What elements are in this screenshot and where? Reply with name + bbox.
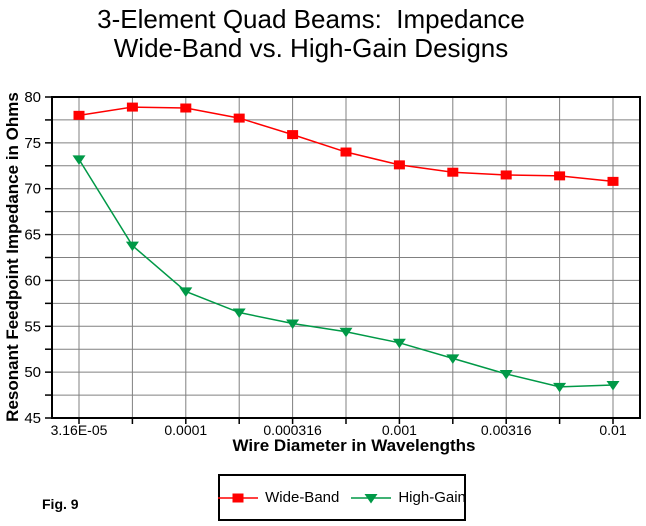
legend-item-high-gain: High-Gain	[351, 489, 466, 506]
chart-title: 3-Element Quad Beams: Impedance Wide-Ban…	[0, 5, 622, 63]
y-tick-label: 45	[24, 410, 41, 427]
square-marker-wide-band	[393, 160, 405, 170]
x-tick-label: 3.16E-05	[51, 422, 108, 438]
x-tick-label: 0.000316	[263, 422, 322, 438]
y-tick-label: 60	[24, 272, 41, 289]
y-tick-label: 55	[24, 318, 41, 335]
square-marker-wide-band	[180, 103, 192, 113]
y-tick-label: 65	[24, 227, 41, 244]
triangle-down-marker-high-gain	[232, 308, 246, 319]
square-marker-wide-band	[233, 113, 245, 123]
legend-label-high-gain: High-Gain	[398, 489, 466, 506]
square-marker-wide-band	[500, 170, 512, 180]
square-marker-wide-band	[447, 167, 459, 177]
square-marker-wide-band	[340, 147, 352, 157]
triangle-down-marker-high-gain	[179, 287, 193, 297]
square-legend-icon	[218, 493, 259, 502]
square-marker-wide-band	[126, 102, 138, 112]
chart-title-line1: 3-Element Quad Beams: Impedance	[97, 4, 525, 34]
x-tick-label: 0.001	[382, 422, 417, 438]
x-tick-label: 0.01	[599, 422, 626, 438]
y-tick-label: 80	[24, 89, 41, 106]
y-tick-label: 70	[24, 181, 41, 198]
square-marker-wide-band	[287, 130, 299, 140]
triangle-down-marker-high-gain	[606, 380, 620, 391]
x-tick-label: 0.00316	[481, 422, 532, 438]
triangle-down-marker-high-gain	[125, 241, 139, 252]
triangle-down-legend-icon	[351, 493, 392, 503]
x-tick-label: 0.0001	[164, 422, 207, 438]
triangle-down-marker-high-gain	[553, 382, 567, 393]
square-marker-wide-band	[607, 176, 619, 186]
y-axis-title: Resonant Feedpoint Impedance in Ohms	[3, 92, 22, 422]
triangle-down-marker-high-gain	[446, 354, 460, 364]
y-tick-label: 50	[24, 364, 41, 381]
figure-label: Fig. 9	[42, 496, 79, 512]
triangle-down-marker-high-gain	[72, 155, 86, 165]
square-marker-wide-band	[554, 171, 566, 181]
triangle-down-marker-high-gain	[286, 319, 300, 330]
triangle-down-marker-high-gain	[392, 338, 406, 349]
legend: Wide-Band High-Gain	[218, 474, 466, 521]
square-marker-wide-band	[73, 110, 85, 120]
legend-item-wide-band: Wide-Band	[218, 489, 339, 506]
y-tick-label: 75	[24, 135, 41, 152]
legend-label-wide-band: Wide-Band	[265, 489, 340, 506]
chart-title-line2: Wide-Band vs. High-Gain Designs	[113, 33, 509, 63]
triangle-down-marker-high-gain	[339, 327, 353, 338]
x-axis-title: Wire Diameter in Wavelengths	[232, 436, 476, 455]
triangle-down-marker-high-gain	[499, 369, 513, 380]
